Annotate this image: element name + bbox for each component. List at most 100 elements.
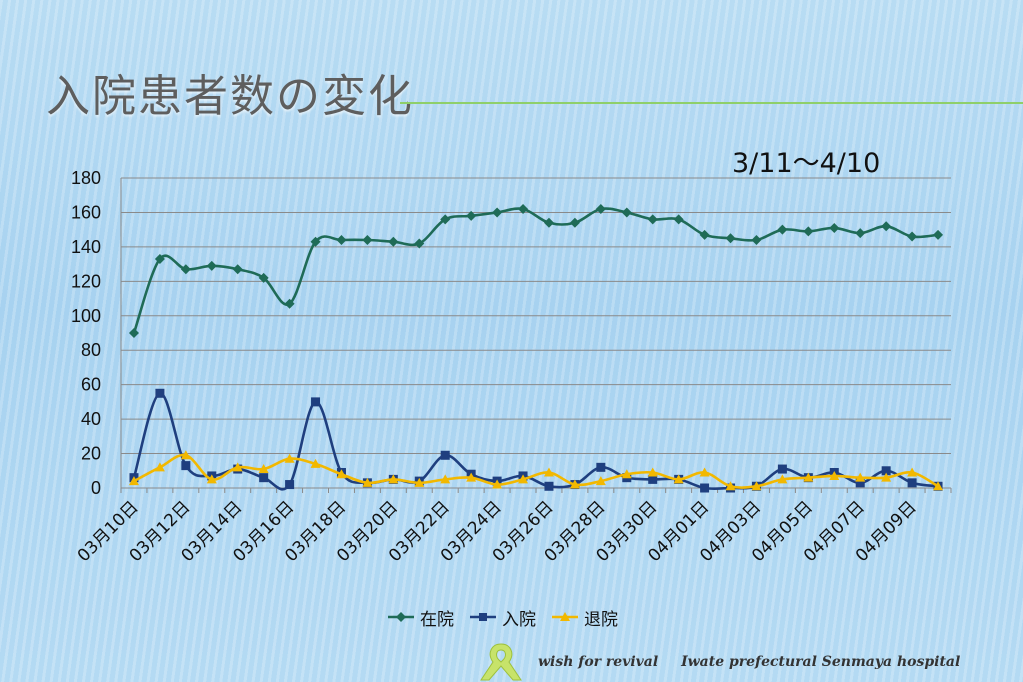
y-tick-label: 180 [71,168,101,188]
y-tick-label: 140 [71,237,101,257]
data-point [440,214,451,225]
data-point [855,228,866,239]
data-point [259,473,269,483]
data-point [206,474,217,484]
data-point [595,204,606,214]
legend-admission-marker [470,613,496,621]
chart-gridlines [121,177,951,489]
footer-right-text: Iwate prefectural Senmaya hospital [681,654,961,670]
data-point [336,469,347,479]
data-point [544,481,554,491]
data-point [310,458,321,468]
chart-axes: 02040608010012014016018003月10日03月12日03月1… [71,168,952,566]
data-point [362,477,373,487]
y-tick-label: 100 [71,306,101,326]
data-point [803,472,814,482]
data-point [155,388,165,398]
data-point [725,481,736,491]
data-point [232,264,243,275]
data-point [543,217,554,228]
data-point [543,467,554,477]
data-point [181,461,191,471]
data-point [466,472,477,482]
data-point [751,235,762,245]
data-point [647,214,658,225]
data-point [336,235,347,245]
legend-item-discharge: 退院 [552,605,618,630]
y-tick-label: 60 [81,375,101,395]
data-point [180,450,191,460]
data-point [414,477,425,487]
y-tick-label: 160 [71,202,101,222]
data-point [647,467,658,477]
data-point [777,464,787,474]
data-point [725,233,736,244]
data-point [388,474,399,484]
data-point [855,478,865,488]
data-point [855,472,866,482]
data-point [699,467,710,477]
data-point [128,328,139,338]
data-point [518,474,529,484]
data-point [803,226,814,237]
data-point [180,264,191,275]
data-point [440,474,451,484]
data-point [492,479,503,489]
data-point [829,222,840,233]
data-point [258,272,269,283]
series-line-2 [133,453,939,489]
chart-series [128,204,944,493]
data-point [881,466,891,476]
legend-label-admission: 入院 [502,609,536,630]
data-point [673,474,684,484]
data-point [881,472,892,482]
chart-legend: 在院 入院 退院 [388,603,618,631]
legend-inpatient-marker [388,612,414,622]
footer-text: wish for revival Iwate prefectural Senma… [538,654,978,670]
data-point [595,476,606,486]
data-point [751,481,762,491]
series-line-0 [132,207,939,334]
data-point [311,397,321,407]
legend-item-admission: 入院 [470,605,536,630]
data-point [907,478,917,488]
data-point [284,298,295,309]
slide-title: 入院患者数の変化 [46,71,414,122]
data-point [362,235,373,245]
ribbon-logo-icon [480,643,522,681]
data-point [232,462,243,472]
data-point [648,474,658,484]
legend-item-inpatient: 在院 [388,605,454,630]
y-tick-label: 80 [81,340,101,360]
y-tick-label: 20 [81,444,101,464]
data-point [440,450,450,460]
date-range-subtitle: 3/11～4/10 [732,148,881,179]
data-point [154,253,165,264]
data-point [907,467,918,477]
data-point [154,462,165,472]
data-point [414,238,425,249]
data-point [700,483,710,493]
data-point [206,260,217,271]
y-tick-label: 40 [81,409,101,429]
data-point [933,481,944,491]
title-underline [400,102,1023,104]
legend-discharge-marker [552,612,578,621]
data-point [569,479,580,489]
data-point [881,221,892,232]
data-point [777,224,788,235]
data-point [569,217,580,228]
data-point [284,453,295,463]
data-point [699,229,710,240]
data-point [621,207,632,218]
data-point [258,464,269,474]
data-point [388,236,399,247]
data-point [621,469,632,479]
data-point [492,207,503,218]
footer-left-text: wish for revival [538,654,659,670]
legend-label-discharge: 退院 [584,609,618,630]
y-tick-label: 0 [91,478,101,498]
data-point [829,470,840,480]
